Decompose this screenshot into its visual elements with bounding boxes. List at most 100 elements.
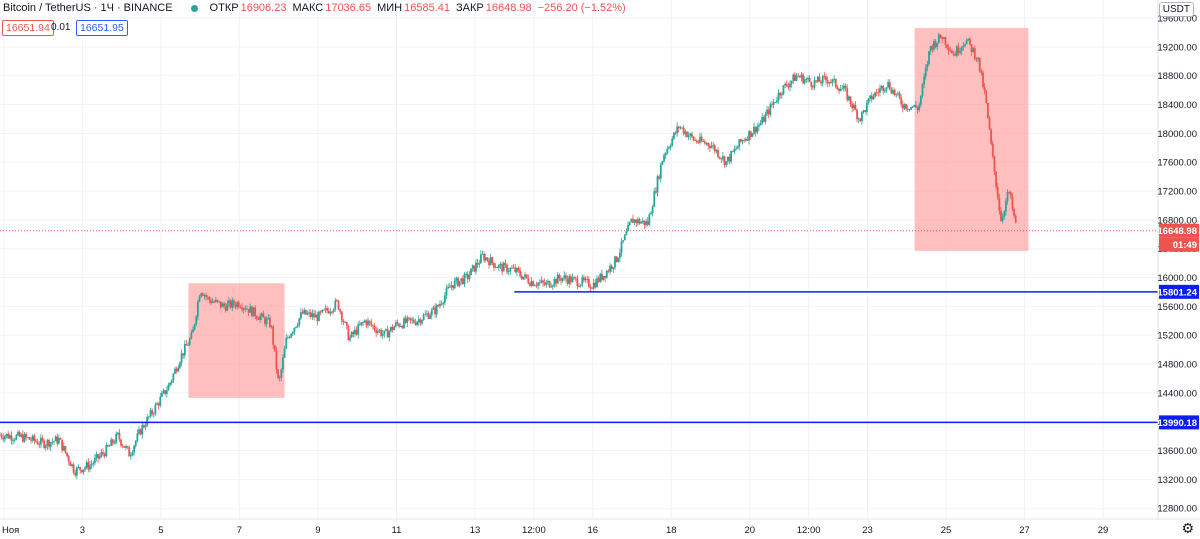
candle-body — [924, 67, 927, 77]
candle-body — [13, 439, 16, 441]
candle-body — [187, 344, 189, 346]
candle-body — [373, 325, 376, 330]
candle-body — [962, 45, 965, 47]
candle-body — [120, 439, 122, 446]
candle-body — [700, 136, 703, 142]
candle-body — [558, 274, 561, 279]
candle-body — [522, 276, 525, 280]
candle-body — [515, 267, 518, 273]
candle-body — [352, 331, 355, 335]
price-tick-label: 18800.00 — [1157, 71, 1197, 82]
candle-body — [710, 145, 713, 148]
candle-body — [928, 51, 930, 64]
candle-body — [547, 281, 549, 283]
candle-body — [916, 107, 919, 110]
candle-body — [64, 446, 67, 453]
candle-body — [844, 85, 847, 89]
candle-body — [959, 51, 961, 53]
candle-body — [111, 439, 114, 444]
candle-body — [543, 282, 546, 285]
candle-body — [105, 445, 108, 457]
candle-body — [566, 278, 569, 284]
candle-body — [380, 330, 382, 336]
candle-body — [964, 44, 966, 46]
interval-label[interactable]: 1Ч — [100, 2, 114, 14]
candle-body — [394, 322, 397, 327]
candle-body — [481, 253, 484, 255]
time-tick-label: 5 — [158, 525, 163, 536]
candle-body — [87, 462, 90, 470]
open-value: 16906.23 — [240, 2, 287, 14]
candle-body — [646, 221, 649, 225]
candle-body — [952, 53, 955, 55]
candle-body — [316, 314, 319, 322]
candle-body — [506, 264, 508, 273]
candle-body — [661, 161, 664, 165]
candle-body — [707, 142, 710, 146]
candle-body — [345, 322, 348, 327]
candle-body — [203, 295, 206, 296]
candle-body — [537, 282, 540, 286]
candle-body — [218, 301, 221, 302]
candle-body — [131, 452, 134, 456]
candle-body — [254, 307, 257, 317]
candle-body — [988, 117, 991, 130]
candle-body — [650, 213, 652, 215]
candle-body — [561, 277, 564, 281]
candle-body — [648, 214, 651, 225]
candle-body — [67, 455, 70, 462]
candle-body — [229, 300, 232, 308]
candle-body — [792, 74, 795, 81]
currency-button[interactable]: USDT — [1158, 2, 1194, 17]
candle-body — [327, 310, 330, 314]
candle-body — [614, 256, 616, 268]
price-tick-label: 18400.00 — [1157, 100, 1197, 111]
candle-body — [319, 311, 322, 313]
candle-body — [452, 285, 454, 289]
candle-body — [895, 93, 898, 95]
price-axis: 12800.0013200.0013600.0014000.0014400.00… — [1157, 0, 1200, 539]
sell-price-button[interactable]: 16651.94 — [2, 20, 54, 36]
candle-body — [571, 277, 574, 283]
candle-body — [659, 164, 662, 179]
candle-body — [761, 117, 764, 124]
candle-body — [255, 316, 258, 319]
candle-body — [612, 267, 615, 270]
candle-body — [753, 126, 755, 134]
candle-body — [475, 262, 477, 272]
candle-body — [154, 404, 157, 414]
candle-body — [288, 336, 291, 338]
candle-body — [448, 286, 451, 288]
price-tick-label: 17600.00 — [1157, 158, 1197, 169]
buy-price-button[interactable]: 16651.95 — [76, 20, 128, 36]
candle-body — [548, 281, 551, 288]
candle-body — [100, 452, 103, 456]
candle-body — [388, 331, 391, 338]
high-value: 17036.65 — [325, 2, 372, 14]
candle-body — [457, 277, 459, 287]
candle-body — [340, 311, 343, 321]
candle-body — [877, 92, 880, 94]
symbol-name[interactable]: Bitcoin / TetherUS — [3, 2, 91, 14]
candle-body — [815, 80, 818, 82]
candle-body — [560, 278, 562, 281]
settings-gear-icon[interactable]: ⚙ — [1181, 520, 1194, 536]
candle-body — [712, 145, 715, 146]
candle-body — [504, 263, 507, 265]
candle-body — [530, 281, 533, 286]
candle-body — [738, 139, 741, 147]
candle-body — [501, 264, 504, 272]
candle-body — [232, 300, 235, 305]
candle-body — [808, 77, 811, 82]
candle-body — [424, 314, 427, 316]
candle-body — [811, 86, 814, 88]
candle-body — [460, 278, 463, 281]
candle-body — [493, 262, 495, 268]
candle-body — [780, 94, 783, 96]
candle-body — [610, 265, 613, 270]
candle-body — [390, 326, 392, 332]
candle-body — [210, 300, 212, 303]
candle-body — [455, 277, 458, 281]
candle-body — [386, 329, 389, 338]
